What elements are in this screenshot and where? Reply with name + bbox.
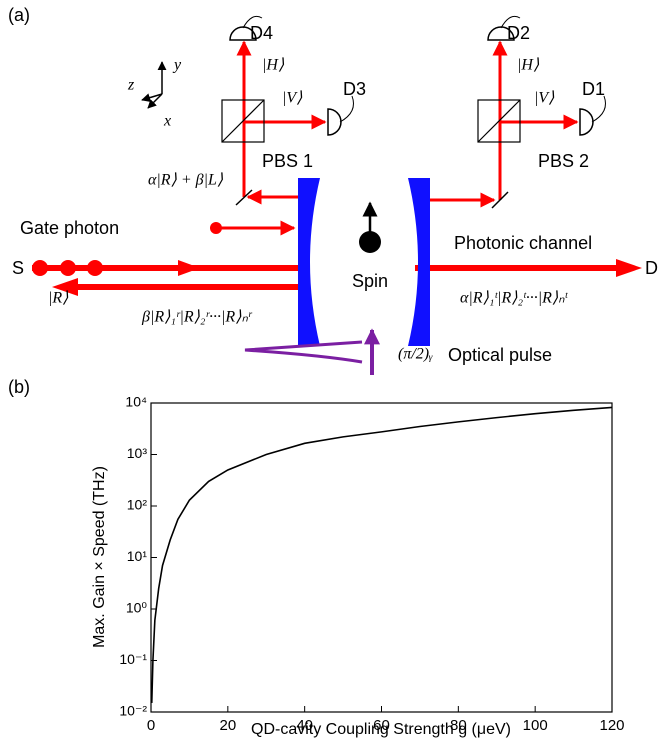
y-tick-label: 10³ bbox=[127, 445, 148, 461]
detector-label: D1 bbox=[582, 79, 605, 99]
detector-wire bbox=[242, 15, 263, 29]
panel-b: (b) QD-cavity Coupling Strength g (μeV) … bbox=[8, 377, 625, 738]
photon bbox=[32, 260, 48, 276]
axis-name: y bbox=[172, 57, 182, 74]
state-label: |V⟩ bbox=[282, 90, 303, 107]
x-tick-label: 60 bbox=[373, 717, 390, 734]
plot-frame bbox=[150, 402, 613, 713]
detector bbox=[579, 108, 594, 136]
data-line bbox=[150, 406, 613, 703]
state-label: |H⟩ bbox=[262, 57, 285, 74]
source-label: S bbox=[12, 258, 24, 278]
reflected-state: β|R⟩₁ʳ|R⟩₂ʳ···|R⟩ₙʳ bbox=[141, 309, 253, 326]
gate-photon-label: Gate photon bbox=[20, 218, 119, 238]
x-tick-label: 80 bbox=[450, 717, 467, 734]
panel-label: (a) bbox=[8, 5, 30, 25]
y-tick-label: 10⁰ bbox=[126, 600, 148, 616]
detector bbox=[229, 26, 257, 41]
panel-label: (b) bbox=[8, 377, 30, 397]
axis-name: x bbox=[163, 113, 171, 130]
panel-a: (a) D4 D3 D2 D1 |H⟩ |V⟩ |H⟩ |V⟩ x y z PB… bbox=[8, 5, 658, 375]
mirror bbox=[235, 189, 253, 206]
y-tick-label: 10⁴ bbox=[125, 394, 147, 410]
gate-state: α|R⟩ + β|L⟩ bbox=[148, 172, 224, 189]
pulse-shape bbox=[244, 340, 363, 364]
arrowhead bbox=[616, 259, 642, 277]
cavity-mirror bbox=[408, 178, 430, 346]
arrowhead bbox=[178, 260, 200, 276]
x-tick-label: 20 bbox=[219, 717, 236, 734]
y-tick-label: 10⁻² bbox=[119, 703, 147, 719]
state-label: |H⟩ bbox=[517, 57, 540, 74]
beam-splitter bbox=[221, 99, 521, 143]
x-tick-label: 100 bbox=[523, 717, 548, 734]
cavity-mirror bbox=[298, 178, 320, 346]
destination-label: D bbox=[645, 258, 658, 278]
detector bbox=[327, 108, 342, 136]
detector-label: D3 bbox=[343, 79, 366, 99]
detector-label: D4 bbox=[250, 23, 273, 43]
detector bbox=[487, 26, 515, 41]
axes-icon bbox=[141, 61, 167, 109]
detector-wire bbox=[339, 95, 354, 123]
state-label: |V⟩ bbox=[534, 90, 555, 107]
spin-label: Spin bbox=[352, 271, 388, 291]
photon bbox=[87, 260, 103, 276]
detector-wire bbox=[500, 15, 521, 29]
x-tick-label: 120 bbox=[599, 717, 624, 734]
channel-label: Photonic channel bbox=[454, 233, 592, 253]
x-tick-label: 40 bbox=[296, 717, 313, 734]
y-tick-label: 10¹ bbox=[127, 548, 148, 564]
pulse-label: Optical pulse bbox=[448, 345, 552, 365]
spin-dot bbox=[359, 231, 381, 253]
transmitted-state: α|R⟩₁ᵗ|R⟩₂ᵗ···|R⟩ₙᵗ bbox=[460, 290, 569, 307]
y-axis-label: Max. Gain × Speed (THz) bbox=[91, 466, 108, 648]
detector-label: D2 bbox=[507, 23, 530, 43]
x-tick-label: 0 bbox=[147, 717, 155, 734]
splitter-label: PBS 1 bbox=[262, 151, 313, 171]
photon bbox=[60, 260, 76, 276]
axis-name: z bbox=[127, 77, 135, 94]
pulse-angle: (π/2)ᵧ bbox=[398, 346, 433, 363]
y-tick-label: 10² bbox=[127, 497, 148, 513]
splitter-label: PBS 2 bbox=[538, 151, 589, 171]
arrowhead bbox=[52, 278, 78, 296]
input-state: |R⟩ bbox=[48, 290, 69, 307]
mirror bbox=[491, 191, 509, 209]
detector-wire bbox=[591, 95, 606, 123]
x-axis-label: QD-cavity Coupling Strength g (μeV) bbox=[251, 721, 511, 738]
y-tick-label: 10⁻¹ bbox=[119, 651, 147, 667]
